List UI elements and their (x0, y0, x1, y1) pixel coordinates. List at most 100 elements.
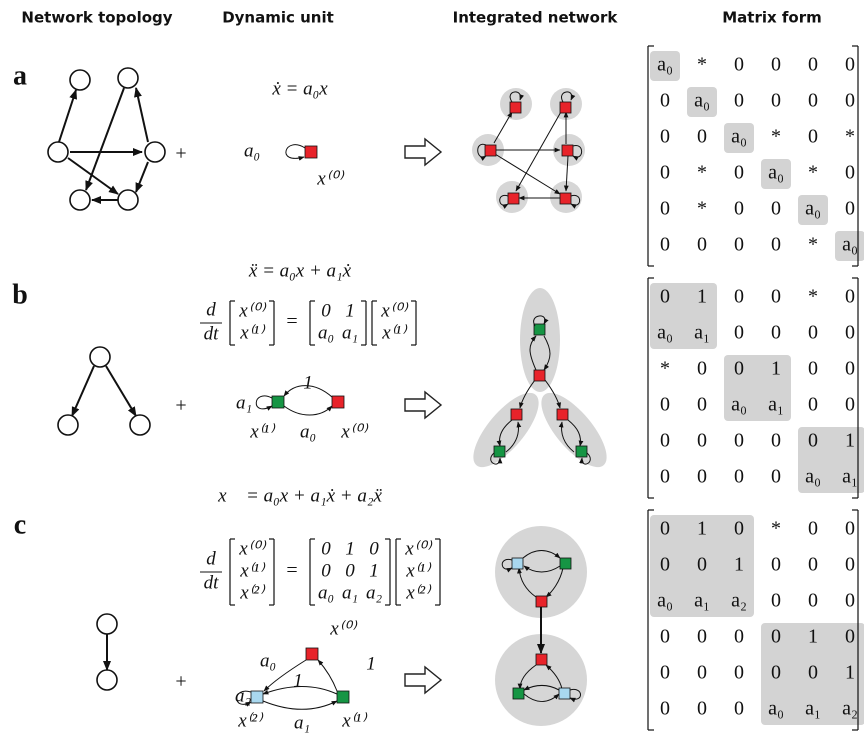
matrix-entry: a₀ (731, 126, 747, 148)
topology-a-part (144, 141, 166, 163)
matrix-entry: 0 (660, 394, 670, 416)
unit-label: x⁽¹⁾ (341, 710, 368, 731)
topology-a-part (85, 87, 125, 191)
topology-c (96, 613, 118, 691)
unit-a (285, 144, 318, 161)
integrated-c-part (512, 687, 525, 700)
integrated-b-part (496, 419, 513, 447)
matrix-entry: * (771, 518, 781, 540)
matrix-entry: 0 (734, 162, 744, 184)
matrix-entry: a₀ (657, 54, 673, 76)
topology-a-part (69, 189, 91, 211)
integrated-a-part (509, 101, 522, 114)
matrix-entry: a₁ (768, 394, 784, 416)
matrix-entry: a₀ (805, 466, 821, 488)
equals-sign: = (286, 560, 297, 582)
integrated-c-part (545, 567, 564, 598)
diagram-shapes (47, 67, 607, 726)
integrated-a-part (561, 144, 574, 157)
integrated-a-part (509, 91, 524, 103)
integrated-c (495, 526, 587, 726)
state-entry: x⁽⁰⁾ (380, 300, 409, 321)
system-entry: a₀ (318, 582, 334, 603)
matrix-entry: 0 (734, 358, 744, 380)
matrix-entry: 0 (845, 626, 855, 648)
block-highlight (798, 195, 828, 225)
integrated-b-part (473, 392, 539, 468)
block-highlight (650, 51, 680, 81)
matrix-entry: 0 (808, 394, 818, 416)
unit-label: a₂ (235, 685, 252, 706)
matrix-entry: 0 (734, 198, 744, 220)
integrated-c-part (558, 687, 571, 700)
unit-label: a₀ (244, 140, 260, 161)
matrix-entry: 0 (771, 90, 781, 112)
matrix-entry: * (660, 358, 670, 380)
state-entry: x⁽⁰⁾ (404, 538, 433, 559)
unit-label: a₁ (236, 392, 252, 413)
matrix-entry: 0 (771, 662, 781, 684)
matrix-entry: 0 (697, 394, 707, 416)
column-header: Network topology (21, 9, 172, 27)
system-entry: 1 (369, 560, 379, 581)
integrated-c-part (522, 550, 561, 559)
block-highlight (687, 87, 717, 117)
state-entry: x⁽¹⁾ (239, 322, 266, 343)
integrated-c-part (501, 558, 513, 573)
matrix-entry: 0 (734, 54, 744, 76)
matrix-entry: 0 (734, 466, 744, 488)
integrated-a-part (507, 192, 520, 205)
matrix-entry: a₀ (694, 90, 710, 112)
state-entry: x⁽¹⁾ (381, 322, 408, 343)
integrated-c-part (569, 688, 581, 703)
integrated-b-part (533, 369, 546, 382)
matrix-entry: 0 (660, 698, 670, 720)
matrix-entry: 0 (771, 286, 781, 308)
derivative: dt (204, 572, 220, 593)
integrated-c-part (535, 653, 548, 666)
matrix-entry: * (771, 126, 781, 148)
matrix-entry: 0 (845, 590, 855, 612)
topology-b-part (105, 365, 137, 417)
matrix-entry: 0 (734, 430, 744, 452)
unit-label: a₁ (294, 712, 310, 733)
column-header: Matrix form (722, 9, 822, 27)
unit-c-part (263, 659, 307, 692)
matrix-entry: 0 (660, 626, 670, 648)
integrated-b-part (529, 335, 537, 371)
matrix-entry: 0 (660, 554, 670, 576)
matrix-entry: 0 (734, 662, 744, 684)
integrated-b-part (518, 379, 536, 409)
matrix-entry: 0 (734, 286, 744, 308)
matrix-entry: 0 (845, 358, 855, 380)
integrated-a-part (563, 155, 569, 192)
unit-label: x⁽⁰⁾ (329, 618, 358, 639)
integrated-a-part (570, 194, 581, 209)
integrated-b-part (533, 323, 546, 336)
integrated-b-part (556, 408, 569, 421)
matrix-entry: 0 (771, 234, 781, 256)
integrated-b-part (520, 288, 560, 392)
matrix-entry: 0 (660, 90, 670, 112)
unit-c-part (317, 659, 338, 692)
integrated-b-part (567, 419, 584, 447)
matrix-entry: 1 (697, 286, 707, 308)
state-entry: x⁽⁰⁾ (238, 300, 267, 321)
state-entry: x⁽²⁾ (405, 582, 432, 603)
arrow (404, 137, 443, 167)
matrix-entry: 0 (808, 322, 818, 344)
integrated-c-part (511, 557, 524, 570)
unit-c-part (236, 690, 252, 707)
matrix-entry: 1 (771, 358, 781, 380)
matrix-entry: a₀ (657, 590, 673, 612)
matrix-entry: 0 (845, 198, 855, 220)
integrated-b-part (543, 335, 551, 371)
plus-sign: + (175, 671, 186, 693)
integrated-a-part (559, 192, 572, 205)
matrix-entry: a₁ (694, 590, 710, 612)
integrated-c-part (535, 595, 548, 608)
panel-label: b (12, 279, 28, 310)
integrated-b-part (510, 408, 523, 421)
integrated-c-part (523, 685, 560, 691)
system-entry: 0 (321, 538, 331, 559)
